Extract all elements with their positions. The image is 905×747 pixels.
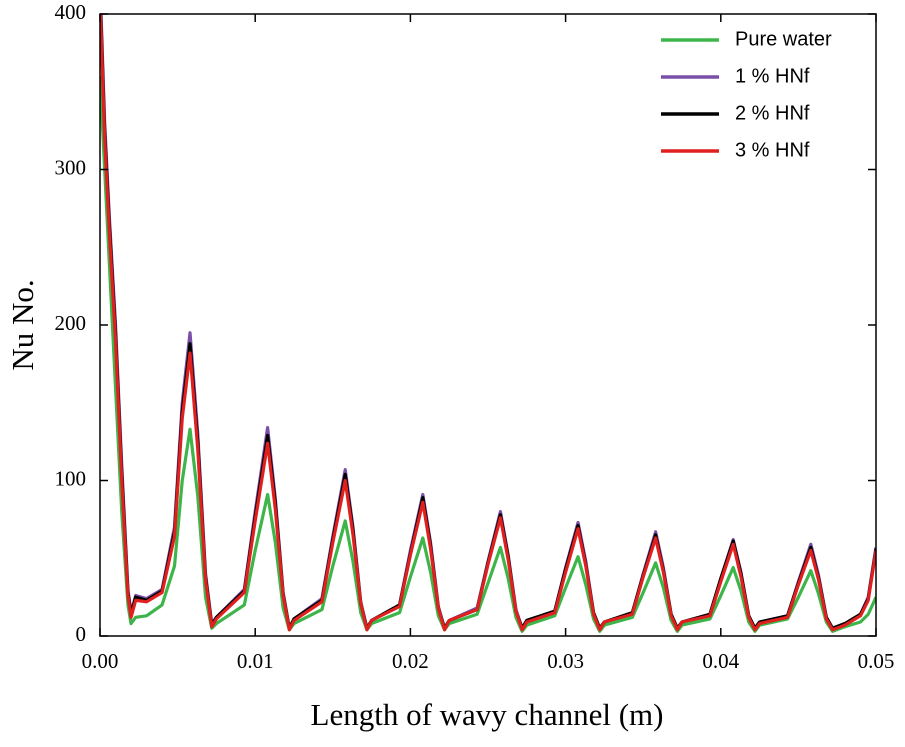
plot-lines: [100, 14, 876, 633]
x-tick-label: 0.02: [392, 649, 429, 673]
x-tick-label: 0.00: [82, 649, 119, 673]
legend-label: Pure water: [735, 28, 832, 50]
y-tick-label: 300: [55, 155, 87, 179]
x-tick-label: 0.01: [237, 649, 274, 673]
legend-label: 3 % HNf: [735, 139, 810, 161]
y-tick-label: 100: [55, 466, 87, 490]
x-tick-label: 0.04: [702, 649, 739, 673]
y-tick-label: 400: [55, 0, 87, 24]
series-line: [100, 14, 876, 630]
series-line: [100, 14, 876, 632]
y-axis-label: Nu No.: [5, 279, 40, 370]
y-tick-label: 200: [55, 311, 87, 335]
x-axis-label: Length of wavy channel (m): [311, 697, 664, 732]
series-line: [100, 14, 876, 630]
legend-label: 1 % HNf: [735, 65, 810, 87]
x-tick-label: 0.03: [547, 649, 584, 673]
x-tick-label: 0.05: [858, 649, 895, 673]
series-line: [100, 76, 876, 633]
legend-label: 2 % HNf: [735, 102, 810, 124]
y-tick-label: 0: [76, 622, 87, 646]
